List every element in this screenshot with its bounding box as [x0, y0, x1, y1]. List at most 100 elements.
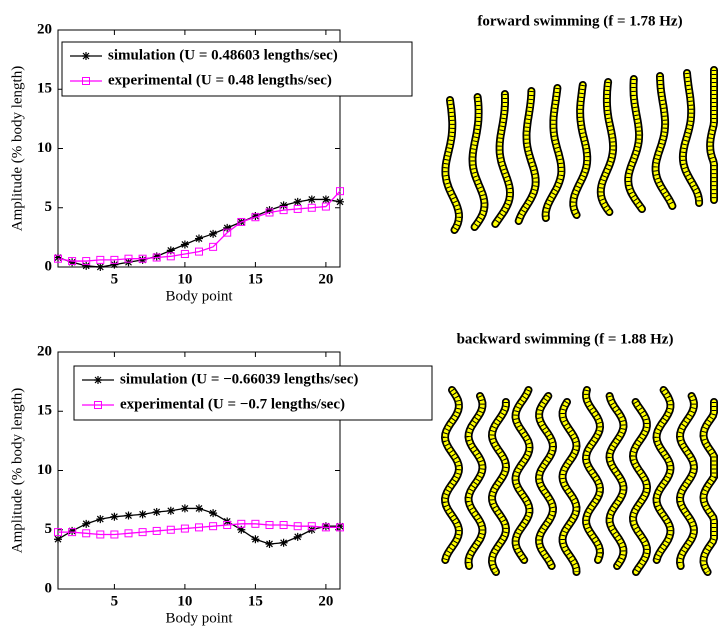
- square-marker: [96, 255, 105, 264]
- square-marker: [138, 254, 147, 263]
- square-marker: [166, 525, 175, 534]
- worm-body: [513, 387, 532, 563]
- square-marker: [307, 522, 316, 531]
- star-marker: [124, 511, 133, 520]
- worm-body: [598, 79, 616, 215]
- star-marker: [138, 255, 147, 264]
- x-tick-label: 20: [318, 593, 333, 609]
- star-marker: [96, 515, 105, 524]
- series-line: [57, 190, 341, 262]
- star-marker: [54, 253, 62, 262]
- y-tick-label: 15: [37, 403, 52, 419]
- square-marker: [293, 522, 302, 531]
- worm-body: [493, 91, 513, 227]
- x-tick-label: 5: [111, 593, 119, 609]
- worm-body: [442, 387, 462, 563]
- legend-box: [61, 41, 413, 97]
- square-marker: [237, 217, 246, 226]
- y-axis-label: Amplitude (% body length): [9, 388, 25, 553]
- square-marker: [307, 203, 316, 212]
- star-marker: [195, 504, 203, 513]
- star-marker: [265, 206, 274, 215]
- y-tick-label: 15: [37, 81, 52, 97]
- worm-caption: backward swimming (f = 1.88 Hz): [457, 331, 674, 347]
- legend-label: simulation (U = −0.66039 lengths/sec): [120, 371, 358, 387]
- star-marker: [138, 510, 147, 519]
- star-marker: [307, 195, 316, 204]
- star-marker: [96, 263, 105, 271]
- square-marker: [279, 521, 288, 530]
- star-marker: [166, 506, 175, 515]
- legend-label: experimental (U = −0.7 lengths/sec): [120, 396, 345, 412]
- square-marker: [209, 522, 218, 531]
- square-marker: [82, 257, 91, 266]
- square-marker: [94, 401, 102, 409]
- star-marker: [152, 507, 161, 516]
- star-marker: [110, 260, 119, 269]
- y-axis-label: Amplitude (% body length): [9, 66, 25, 231]
- worm-body: [516, 88, 538, 224]
- square-marker: [265, 521, 274, 530]
- square-marker: [68, 257, 77, 266]
- star-marker: [82, 261, 91, 270]
- worm-body: [653, 73, 675, 209]
- square-marker: [110, 530, 119, 539]
- star-marker: [94, 376, 102, 384]
- star-marker: [82, 519, 91, 528]
- star-marker: [152, 252, 161, 261]
- star-marker: [279, 201, 288, 210]
- square-marker: [265, 208, 274, 217]
- square-marker: [54, 528, 62, 537]
- star-marker: [279, 538, 288, 547]
- star-marker: [321, 522, 330, 531]
- square-marker: [237, 519, 246, 528]
- worm-body: [536, 393, 556, 569]
- star-marker: [180, 240, 189, 249]
- square-marker: [96, 530, 105, 539]
- star-marker: [54, 535, 62, 544]
- worm-body: [680, 70, 702, 206]
- star-marker: [223, 223, 232, 232]
- square-marker: [124, 254, 133, 263]
- star-marker: [68, 526, 77, 535]
- worm-body: [607, 393, 626, 569]
- worm-segments: [677, 395, 697, 567]
- y-tick-label: 0: [45, 580, 53, 596]
- square-marker: [195, 523, 203, 532]
- worm-segments: [701, 402, 717, 574]
- square-marker: [321, 202, 330, 211]
- x-tick-label: 10: [177, 593, 192, 609]
- x-tick-label: 10: [177, 271, 192, 287]
- square-marker: [180, 524, 189, 533]
- x-axis-label: Body point: [165, 288, 233, 304]
- star-marker: [237, 525, 246, 534]
- y-tick-label: 20: [37, 343, 52, 359]
- y-tick-label: 0: [45, 258, 53, 274]
- square-marker: [138, 528, 147, 537]
- legend-box: [73, 365, 433, 421]
- square-marker: [251, 213, 260, 222]
- worm-body: [443, 97, 462, 233]
- star-marker: [209, 229, 218, 238]
- series-line: [58, 523, 340, 536]
- star-marker: [180, 504, 189, 513]
- x-tick-label: 5: [111, 271, 119, 287]
- square-marker: [82, 529, 91, 538]
- square-marker: [82, 77, 90, 85]
- square-marker: [195, 247, 203, 256]
- star-marker: [336, 522, 344, 531]
- star-marker: [68, 258, 77, 267]
- star-marker: [209, 509, 218, 518]
- square-marker: [223, 521, 232, 530]
- worm-body: [654, 387, 673, 563]
- worm-body: [625, 76, 645, 212]
- square-marker: [321, 523, 330, 532]
- square-marker: [223, 228, 232, 237]
- star-marker: [82, 52, 90, 60]
- worm-segments: [560, 400, 579, 573]
- square-marker: [336, 187, 344, 196]
- star-marker: [265, 539, 274, 548]
- x-tick-label: 15: [248, 593, 263, 609]
- worm-body: [543, 85, 564, 221]
